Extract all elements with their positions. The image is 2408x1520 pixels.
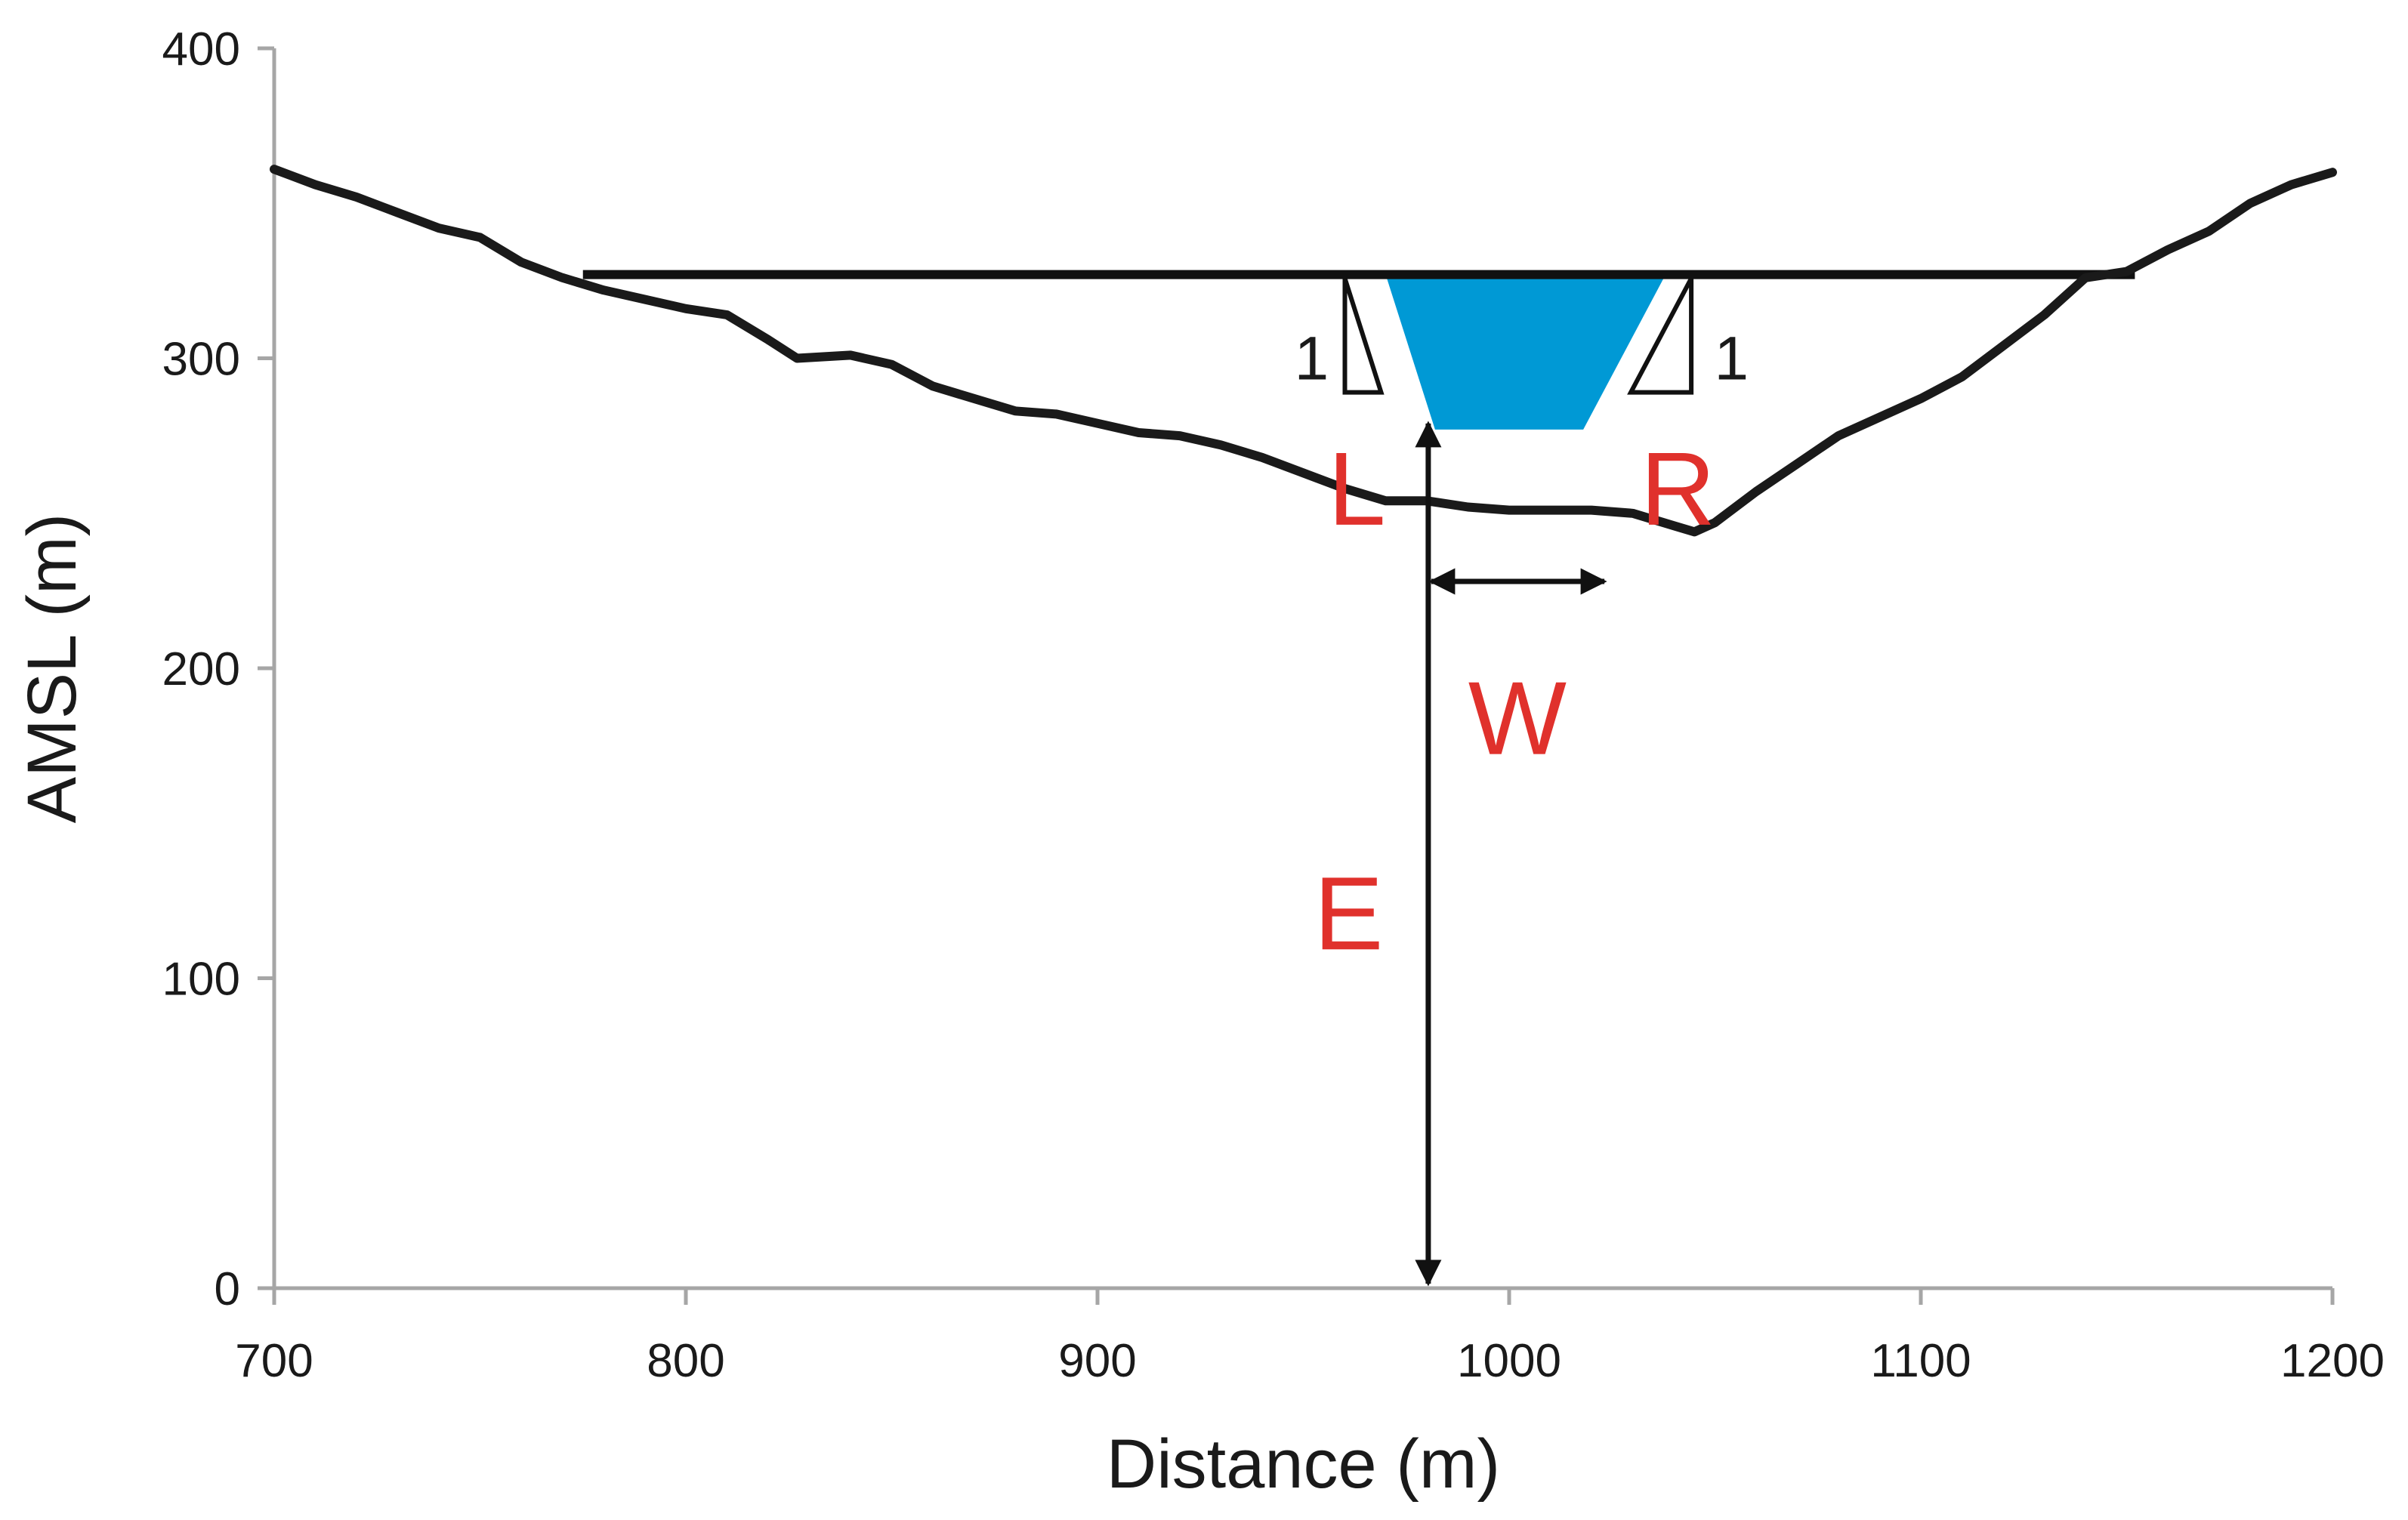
parameter-label-l: L (1328, 431, 1386, 547)
x-tick-label: 700 (235, 1335, 313, 1387)
slope-ratio-label: 1 (1295, 325, 1329, 393)
labels: Distance (m) AMSL (m) L RWE 1 1 (14, 325, 1749, 1503)
y-axis-title: AMSL (m) (14, 513, 91, 824)
dam-body (1385, 274, 1666, 430)
x-tick-label: 800 (647, 1335, 724, 1387)
y-tick-label: 0 (215, 1263, 240, 1315)
ground-profile-line (270, 165, 2337, 537)
x-tick-label: 1100 (1870, 1335, 1971, 1387)
parameter-label-r: R (1641, 431, 1716, 547)
axes: 0 100 200 300 400 700 800 900 1000 1100 1200 (162, 23, 2385, 1387)
slope-ratio-label: 1 (1714, 325, 1749, 393)
left-slope-triangle (1342, 277, 1385, 395)
y-tick-label: 400 (162, 23, 240, 76)
y-tick-label: 200 (162, 643, 240, 695)
x-tick-label: 1000 (1457, 1335, 1561, 1387)
parameter-label-e: E (1314, 856, 1383, 972)
x-tick-label: 900 (1058, 1335, 1136, 1387)
x-axis-title: Distance (m) (1107, 1426, 1500, 1503)
right-slope-triangle (1627, 277, 1694, 395)
y-tick-label: 100 (162, 954, 240, 1006)
plot-area (270, 165, 2337, 1287)
x-tick-label: 1200 (2280, 1335, 2385, 1387)
y-tick-label: 300 (162, 334, 240, 386)
parameter-label-w: W (1468, 661, 1567, 777)
